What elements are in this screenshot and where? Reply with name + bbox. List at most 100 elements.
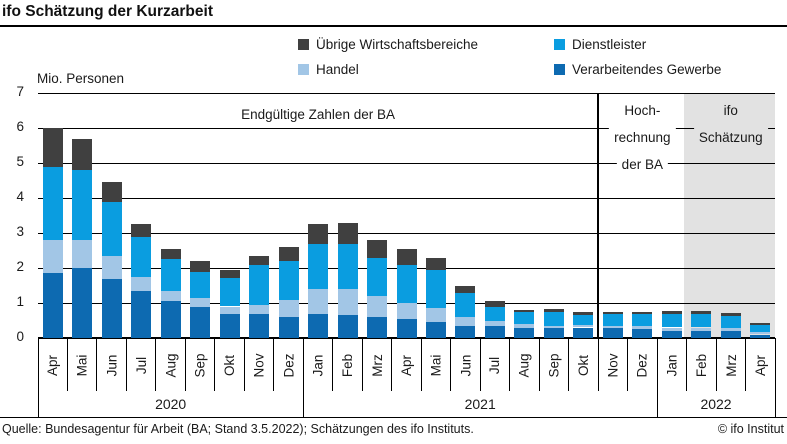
section-label-line: ifo [718, 97, 743, 124]
month-separator [125, 338, 127, 391]
month-separator [450, 338, 452, 391]
bar-segment [72, 170, 93, 240]
bar-segment [219, 269, 240, 278]
bar-segment [337, 289, 358, 316]
title-rule [0, 25, 787, 27]
bar-segment [72, 240, 93, 268]
year-separator [37, 338, 39, 417]
bar-segment [160, 290, 181, 302]
month-label: Jan [310, 354, 326, 377]
bar-segment [219, 306, 240, 314]
bar-segment [661, 327, 682, 331]
bar-segment [278, 299, 299, 317]
x-tick-label-month: Mai [67, 340, 96, 391]
bar-segment [337, 222, 358, 244]
bar-segment [543, 308, 564, 312]
bar-segment [543, 328, 564, 338]
month-separator [420, 338, 422, 391]
x-tick-label-month: Apr [746, 340, 775, 391]
section-label-line: rechnung [609, 124, 676, 151]
month-label: Nov [605, 353, 621, 378]
x-tick-label-month: Mai [421, 340, 450, 391]
bar-segment [101, 255, 122, 279]
bar-segment [131, 290, 152, 338]
bar-segment [337, 315, 358, 338]
legend-swatch-uebrige [298, 39, 309, 50]
bar-segment [219, 313, 240, 338]
bar-segment [42, 166, 63, 240]
month-label: Apr [45, 354, 61, 377]
month-label: Aug [516, 353, 532, 378]
bar-segment [543, 311, 564, 326]
y-tick-label-3: 3 [16, 224, 24, 239]
month-label: Okt [222, 354, 238, 377]
bar-segment [396, 318, 417, 338]
bar-segment [72, 268, 93, 338]
bar-segment [750, 332, 771, 335]
x-tick-label-year-2020: 2020 [155, 396, 187, 412]
bar-segment [602, 325, 623, 329]
month-label: Jul [487, 356, 503, 375]
bar-segment [249, 264, 270, 305]
year-separator [656, 338, 658, 417]
section-label-line: Schätzung [693, 124, 768, 151]
x-tick-label-month: Sep [185, 340, 214, 391]
x-tick-label-month: Apr [392, 340, 421, 391]
bar-segment [720, 331, 741, 338]
month-label: Mrz [723, 354, 739, 377]
month-separator [391, 338, 393, 391]
bar-segment [396, 248, 417, 265]
bar-segment [249, 304, 270, 314]
bar-segment [425, 322, 446, 338]
bar-segment [101, 201, 122, 256]
bar-segment [573, 312, 594, 315]
x-tick-label-month: Dez [274, 340, 303, 391]
month-separator [273, 338, 275, 391]
y-axis-unit-label: Mio. Personen [37, 71, 125, 86]
x-tick-label-month: Aug [156, 340, 185, 391]
bar-segment [278, 317, 299, 338]
gridline-y-5 [38, 162, 775, 164]
month-separator [332, 338, 334, 391]
bar-segment [308, 243, 329, 289]
x-tick-label-month: Nov [244, 340, 273, 391]
section-label-1: Hoch-rechnung der BA [609, 97, 676, 178]
bar-segment [484, 306, 505, 321]
month-label: Apr [752, 354, 768, 377]
month-separator [479, 338, 481, 391]
bar-segment [602, 311, 623, 315]
legend-label: Übrige Wirtschaftsbereiche [316, 37, 479, 52]
bar-segment [160, 301, 181, 338]
month-separator [361, 338, 363, 391]
bar-segment [367, 296, 388, 317]
month-separator [597, 338, 599, 391]
x-tick-label-month: Okt [215, 340, 244, 391]
x-tick-label-month: Sep [539, 340, 568, 391]
bar-segment [396, 264, 417, 303]
bar-segment [42, 128, 63, 167]
x-tick-label-month: Jun [97, 340, 126, 391]
bar-segment [632, 311, 653, 315]
bar-segment [190, 306, 211, 338]
month-separator [509, 338, 511, 391]
legend-label: Handel [316, 62, 359, 77]
bar-segment [632, 328, 653, 338]
bar-segment [573, 314, 594, 326]
y-tick-label-2: 2 [16, 259, 24, 274]
bar-segment [190, 297, 211, 307]
bar-segment [131, 236, 152, 277]
gridline-y-4 [38, 197, 775, 199]
bar-segment [632, 325, 653, 329]
bar-segment [750, 324, 771, 333]
legend-swatch-handel [298, 64, 309, 75]
month-separator [627, 338, 629, 391]
month-label: Aug [163, 353, 179, 378]
bar-segment [602, 314, 623, 326]
month-label: Feb [340, 353, 356, 378]
bar-segment [691, 314, 712, 328]
bar-segment [42, 273, 63, 338]
section-label-2: ifo Schätzung [693, 97, 768, 151]
bar-segment [720, 313, 741, 316]
bar-segment [367, 257, 388, 296]
y-tick-label-7: 7 [16, 84, 24, 99]
